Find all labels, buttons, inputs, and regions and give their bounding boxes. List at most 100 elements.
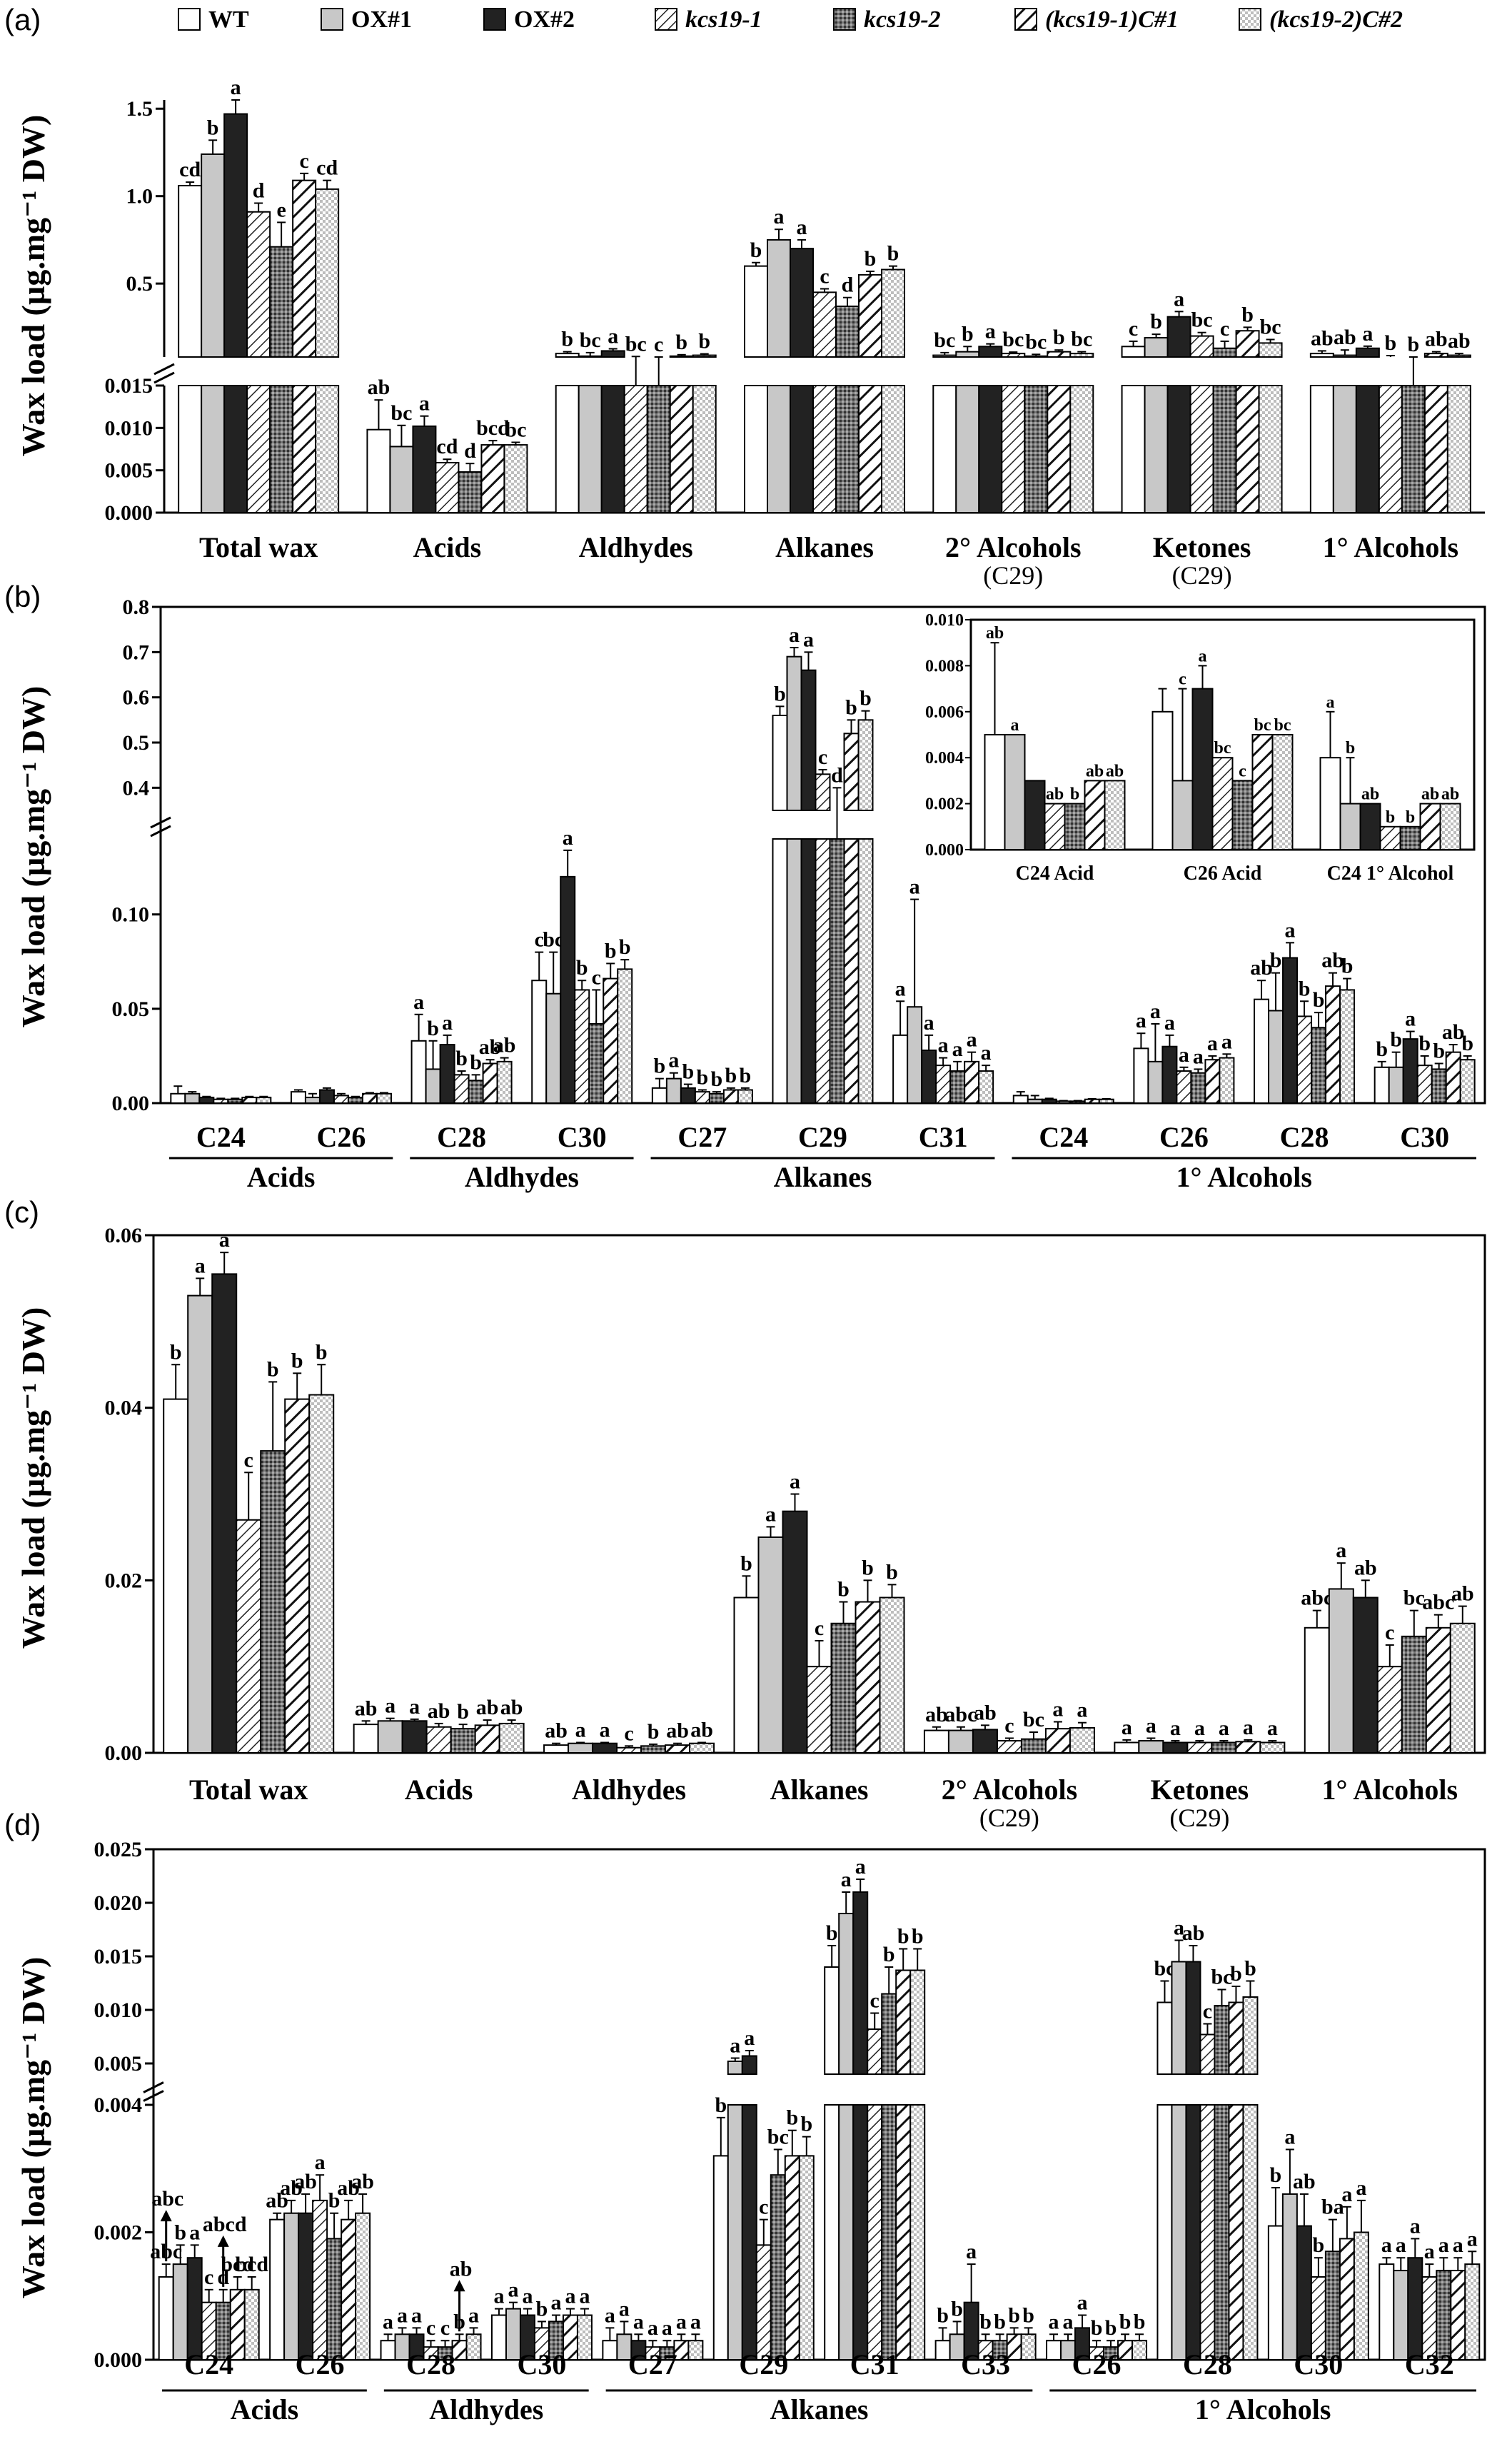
bar: [603, 977, 619, 1104]
class-label: Alkanes: [770, 2393, 869, 2425]
significance-label: b: [457, 1700, 469, 1724]
significance-label: a: [493, 2285, 504, 2308]
significance-label: b: [883, 1943, 895, 1966]
significance-label: a: [774, 205, 785, 228]
bar: [170, 1092, 186, 1105]
inset-significance-label: ab: [1046, 785, 1064, 804]
bar: [1204, 1059, 1221, 1104]
bar: [1020, 1738, 1047, 1754]
inset-significance-label: bc: [1274, 716, 1291, 735]
significance-label: b: [1433, 1040, 1445, 1063]
bar: [616, 1746, 642, 1754]
legend-swatch: [178, 8, 201, 31]
x-category-label: Acids: [413, 531, 482, 563]
bar: [923, 1729, 949, 1754]
bar: [241, 1097, 258, 1104]
legend-label: (kcs19-2)C#2: [1269, 6, 1403, 33]
x-category-label: Acids: [405, 1774, 473, 1806]
bar: [1069, 385, 1094, 513]
bar: [955, 351, 980, 358]
significance-label: b: [1313, 988, 1325, 1012]
significance-label: c: [426, 2316, 435, 2340]
bar: [1328, 1588, 1354, 1754]
bar: [737, 1089, 753, 1104]
significance-label: a: [397, 2303, 408, 2327]
significance-label: b: [1408, 333, 1420, 356]
bar: [482, 1062, 498, 1104]
significance-label: b: [897, 1925, 909, 1948]
significance-label: a: [1146, 1714, 1156, 1737]
significance-label: a: [1052, 1698, 1063, 1721]
y-tick-label: 0.000: [105, 501, 153, 525]
y-tick-label: 0.00: [105, 1741, 143, 1765]
bar: [1214, 2104, 1230, 2360]
x-category-label: C30: [1400, 1121, 1449, 1153]
significance-label: b: [1230, 1962, 1242, 1986]
significance-label: a: [550, 2291, 561, 2315]
bar: [932, 385, 957, 513]
bar: [201, 153, 226, 358]
class-label: 1° Alcohols: [1195, 2393, 1331, 2425]
significance-label: bc: [1191, 308, 1213, 332]
bar: [1235, 385, 1260, 513]
significance-label: ab: [351, 2170, 374, 2193]
bar: [1161, 1045, 1178, 1104]
bar: [1133, 1047, 1149, 1105]
significance-label: a: [966, 2240, 977, 2263]
bar: [498, 1722, 525, 1754]
significance-label: ab: [355, 1696, 378, 1720]
significance-label: a: [575, 1719, 586, 1742]
significance-label: b: [962, 322, 974, 346]
bar: [1282, 957, 1299, 1104]
bar: [1242, 1996, 1259, 2075]
significance-label: c: [535, 928, 544, 952]
inset-significance-label: b: [1386, 808, 1395, 827]
significance-label: b: [1150, 310, 1162, 333]
bar: [198, 1097, 215, 1104]
legend: WT OX#1 OX#2 kcs19-1 kcs19-2 (kcs19-1)C#1 (kcs…: [178, 6, 1403, 33]
bar: [246, 211, 271, 358]
significance-label: bc: [390, 401, 412, 425]
bar: [211, 1273, 238, 1754]
bar: [680, 1087, 696, 1105]
significance-label: ab: [1321, 949, 1344, 972]
bar: [1309, 385, 1334, 513]
bar: [800, 838, 817, 1104]
bar: [555, 353, 580, 358]
bar: [651, 1087, 667, 1105]
inset-y-tick-label: 0.008: [925, 657, 964, 675]
y-tick-label: 0.6: [123, 686, 150, 710]
class-label: Aldhydes: [465, 1161, 579, 1193]
bar: [786, 655, 802, 812]
inset-significance-label: ab: [1441, 785, 1459, 804]
significance-label: a: [1174, 1916, 1184, 1940]
bar: [640, 1745, 667, 1754]
significance-label: b: [715, 2093, 727, 2117]
bar: [1258, 385, 1283, 513]
y-tick-label: 0.5: [123, 731, 150, 755]
bar: [669, 355, 694, 358]
significance-label: b: [682, 1060, 695, 1084]
bar: [1310, 2276, 1326, 2361]
significance-label: a: [522, 2285, 533, 2308]
significance-label: bc: [1002, 328, 1024, 351]
bar: [269, 2218, 286, 2360]
significance-label: a: [419, 392, 430, 416]
bar: [830, 1622, 857, 1754]
bar: [341, 2218, 357, 2360]
significance-label: ab: [1451, 1582, 1474, 1606]
bar: [1189, 335, 1214, 358]
significance-label: a: [1219, 1716, 1229, 1740]
significance-label: ab: [368, 376, 390, 399]
bar: [978, 1070, 994, 1104]
significance-label: ab: [479, 1035, 502, 1059]
significance-label: b: [316, 1340, 328, 1364]
class-label: Alkanes: [774, 1161, 872, 1193]
bar: [895, 2104, 912, 2360]
bar: [947, 1729, 974, 1754]
bar: [1199, 2033, 1216, 2075]
significance-label: bc: [1023, 1708, 1044, 1731]
bar: [1421, 2276, 1438, 2361]
bar: [1304, 1626, 1330, 1754]
